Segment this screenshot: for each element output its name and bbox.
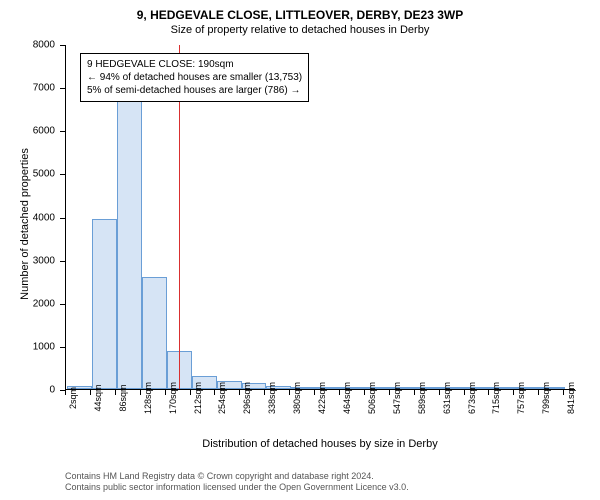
y-tick-label: 7000 <box>0 83 55 94</box>
y-tick-label: 1000 <box>0 341 55 352</box>
x-tick <box>165 390 166 395</box>
x-tick-label: 757sqm <box>516 382 526 414</box>
x-tick-label: 44sqm <box>93 384 103 411</box>
x-tick-label: 673sqm <box>467 382 477 414</box>
x-tick <box>239 390 240 395</box>
y-tick <box>60 88 65 89</box>
x-tick-label: 841sqm <box>566 382 576 414</box>
y-tick-label: 6000 <box>0 126 55 137</box>
x-tick <box>65 390 66 395</box>
y-tick <box>60 45 65 46</box>
x-tick <box>314 390 315 395</box>
annotation-line: 9 HEDGEVALE CLOSE: 190sqm <box>87 58 302 71</box>
x-tick-label: 296sqm <box>242 382 252 414</box>
footer: Contains HM Land Registry data © Crown c… <box>65 471 590 494</box>
y-tick <box>60 304 65 305</box>
x-tick <box>513 390 514 395</box>
x-tick <box>439 390 440 395</box>
x-tick-label: 464sqm <box>342 382 352 414</box>
x-tick-label: 799sqm <box>541 382 551 414</box>
chart-title: 9, HEDGEVALE CLOSE, LITTLEOVER, DERBY, D… <box>0 0 600 22</box>
x-tick-label: 338sqm <box>267 382 277 414</box>
x-tick-label: 380sqm <box>292 382 302 414</box>
annotation-line: 5% of semi-detached houses are larger (7… <box>87 84 302 97</box>
x-tick-label: 715sqm <box>491 382 501 414</box>
chart-subtitle: Size of property relative to detached ho… <box>0 22 600 36</box>
y-axis-label: Number of detached properties <box>19 144 31 304</box>
x-tick-label: 86sqm <box>118 384 128 411</box>
y-tick <box>60 347 65 348</box>
x-axis-label: Distribution of detached houses by size … <box>65 438 575 450</box>
x-tick-label: 2sqm <box>68 387 78 409</box>
y-tick-label: 5000 <box>0 169 55 180</box>
y-tick <box>60 218 65 219</box>
y-tick <box>60 261 65 262</box>
x-tick <box>190 390 191 395</box>
x-tick <box>538 390 539 395</box>
x-tick-label: 547sqm <box>392 382 402 414</box>
x-tick-label: 506sqm <box>367 382 377 414</box>
histogram-bar <box>117 98 142 389</box>
x-tick <box>414 390 415 395</box>
x-tick <box>214 390 215 395</box>
histogram-bar <box>142 277 167 389</box>
x-tick <box>140 390 141 395</box>
chart-container: 9, HEDGEVALE CLOSE, LITTLEOVER, DERBY, D… <box>0 0 600 500</box>
annotation-line: ← 94% of detached houses are smaller (13… <box>87 71 302 84</box>
x-tick-label: 170sqm <box>168 382 178 414</box>
x-tick <box>389 390 390 395</box>
x-tick <box>488 390 489 395</box>
x-tick <box>90 390 91 395</box>
y-tick-label: 3000 <box>0 255 55 266</box>
x-tick-label: 254sqm <box>217 382 227 414</box>
x-tick <box>264 390 265 395</box>
x-tick <box>364 390 365 395</box>
x-tick-label: 212sqm <box>193 382 203 414</box>
x-tick <box>115 390 116 395</box>
y-tick-label: 4000 <box>0 212 55 223</box>
x-tick-label: 589sqm <box>417 382 427 414</box>
x-tick <box>563 390 564 395</box>
x-tick <box>339 390 340 395</box>
x-tick <box>289 390 290 395</box>
y-tick-label: 0 <box>0 385 55 396</box>
x-tick <box>464 390 465 395</box>
y-tick-label: 8000 <box>0 40 55 51</box>
footer-line-1: Contains HM Land Registry data © Crown c… <box>65 471 590 483</box>
x-tick-label: 631sqm <box>442 382 452 414</box>
y-tick <box>60 131 65 132</box>
annotation-box: 9 HEDGEVALE CLOSE: 190sqm← 94% of detach… <box>80 53 309 102</box>
y-tick-label: 2000 <box>0 298 55 309</box>
x-tick-label: 422sqm <box>317 382 327 414</box>
x-tick-label: 128sqm <box>143 382 153 414</box>
histogram-bar <box>92 219 117 389</box>
y-tick <box>60 174 65 175</box>
footer-line-2: Contains public sector information licen… <box>65 482 590 494</box>
